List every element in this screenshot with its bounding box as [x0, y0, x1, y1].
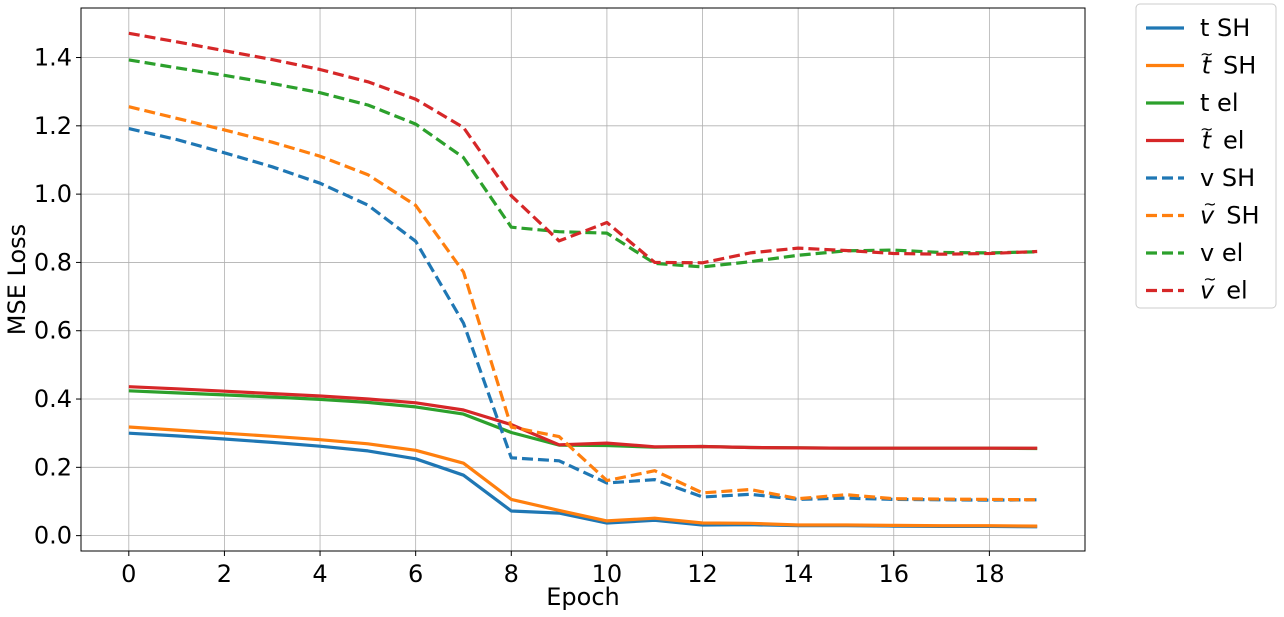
series-line-2 [128, 389, 1038, 451]
legend-label: t el [1200, 89, 1238, 117]
x-tick-label: 8 [504, 560, 519, 588]
x-tick-label: 16 [878, 560, 909, 588]
legend-label: v~ el [1200, 270, 1248, 305]
legend-label: v~ SH [1200, 195, 1260, 230]
series-line-3 [128, 385, 1038, 450]
y-tick-label: 0.4 [34, 385, 72, 413]
legend-entry: v SH [1146, 164, 1255, 192]
x-tick-label: 2 [217, 560, 232, 588]
legend-label: v el [1200, 239, 1243, 267]
legend-entry: v~ el [1146, 270, 1248, 305]
x-tick-label: 10 [592, 560, 623, 588]
y-tick-label: 1.2 [34, 112, 72, 140]
x-tick-label: 12 [687, 560, 718, 588]
x-tick-label: 0 [121, 560, 136, 588]
legend-label: v SH [1200, 164, 1255, 192]
series-line-1 [128, 425, 1038, 528]
y-tick-label: 0.8 [34, 248, 72, 276]
y-axis-ticks: 0.0 0.2 0.4 0.6 0.8 1.0 1.2 1.4 [34, 44, 81, 550]
x-tick-label: 4 [312, 560, 327, 588]
legend-label: t~ el [1200, 120, 1244, 155]
x-tick-label: 14 [783, 560, 814, 588]
y-axis-label: MSE Loss [3, 224, 31, 335]
legend-box [1135, 3, 1277, 309]
grid [81, 8, 1085, 551]
legend-label: t SH [1200, 14, 1250, 42]
series-line-7 [128, 31, 1038, 265]
x-axis-ticks: 0 2 4 6 8 10 12 14 16 18 [121, 551, 1005, 588]
series-line-6 [128, 58, 1038, 269]
legend-entry: t SH [1146, 14, 1250, 42]
legend-entry: v~ SH [1146, 195, 1260, 230]
x-tick-label: 6 [408, 560, 423, 588]
y-tick-label: 1.4 [34, 44, 72, 72]
legend-label: t~ SH [1200, 45, 1256, 80]
x-axis-label: Epoch [546, 583, 620, 611]
series-lines [128, 31, 1038, 529]
legend-entries: t SH t~ SH t el t~ el v SH v~ SH v el v~ el [1146, 14, 1260, 305]
x-tick-label: 18 [974, 560, 1005, 588]
legend-entry: t el [1146, 89, 1238, 117]
series-line-5 [128, 105, 1038, 502]
y-tick-label: 1.0 [34, 180, 72, 208]
y-tick-label: 0.6 [34, 317, 72, 345]
legend-entry: t~ SH [1146, 45, 1256, 80]
plot-frame [80, 7, 1086, 552]
y-tick-label: 0.2 [34, 453, 72, 481]
legend-entry: v el [1146, 239, 1243, 267]
legend-entry: t~ el [1146, 120, 1244, 155]
y-tick-label: 0.0 [34, 522, 72, 550]
legend: t SH t~ SH t el t~ el v SH v~ SH v el v~ el [1135, 3, 1277, 309]
